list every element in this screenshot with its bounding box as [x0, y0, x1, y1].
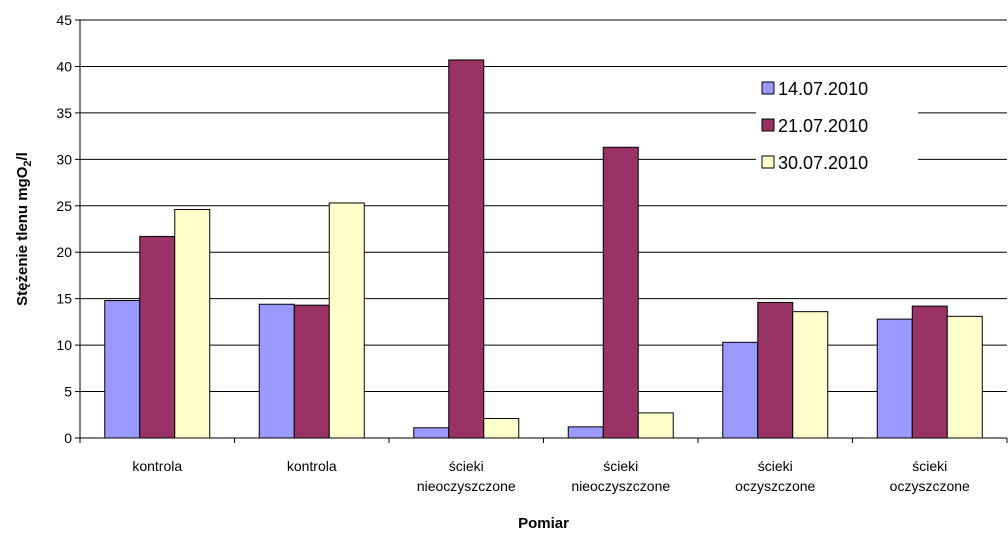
y-tick-label: 30 — [56, 151, 72, 167]
x-category-label: nieoczyszczone — [571, 478, 670, 494]
bar — [258, 303, 295, 439]
y-axis-title: Stężenie tlenu mgO2/l — [14, 152, 34, 306]
y-tick-label: 25 — [56, 198, 72, 214]
x-category-label: ścieki — [603, 458, 638, 474]
bar — [911, 305, 948, 439]
bar — [946, 315, 983, 439]
bar — [567, 426, 604, 439]
legend: 14.07.2010 21.07.2010 30.07.2010 — [756, 68, 918, 184]
y-axis-title-main: Stężenie tlenu mgO — [14, 166, 31, 306]
y-tick-label: 5 — [64, 384, 72, 400]
bar — [104, 300, 141, 439]
y-tick-label: 0 — [64, 430, 72, 446]
y-tick-label: 20 — [56, 244, 72, 260]
y-tick-labels: 0 5 10 15 20 25 30 35 40 45 — [56, 12, 80, 446]
x-category-labels: kontrola kontrola ścieki nieoczyszczone ście… — [79, 438, 1008, 494]
bar — [722, 341, 759, 439]
legend-label: 21.07.2010 — [778, 116, 868, 136]
bar — [792, 311, 829, 439]
y-tick-label: 40 — [56, 58, 72, 74]
x-category-label: nieoczyszczone — [417, 478, 516, 494]
bars — [104, 59, 983, 439]
x-category-label: ścieki — [449, 458, 484, 474]
x-category-label: ścieki — [912, 458, 947, 474]
x-category-label: kontrola — [287, 458, 337, 474]
bar — [174, 208, 211, 439]
bar — [328, 202, 365, 439]
legend-swatch — [761, 118, 775, 132]
legend-label: 30.07.2010 — [778, 153, 868, 173]
bar — [602, 146, 639, 439]
bar — [413, 427, 450, 439]
y-tick-label: 35 — [56, 105, 72, 121]
gridlines — [80, 19, 1007, 393]
bar — [483, 417, 520, 439]
x-category-label: ścieki — [758, 458, 793, 474]
x-category-label: kontrola — [132, 458, 182, 474]
bar — [637, 412, 674, 439]
bar — [448, 59, 485, 439]
y-tick-label: 45 — [56, 12, 72, 28]
legend-swatch — [761, 81, 775, 95]
y-tick-label: 10 — [56, 337, 72, 353]
y-axis-title-unit: /l — [14, 152, 31, 160]
legend-swatch — [761, 155, 775, 169]
x-axis-title: Pomiar — [518, 515, 569, 532]
x-category-label: oczyszczone — [735, 478, 815, 494]
legend-box — [756, 68, 918, 184]
x-category-label: oczyszczone — [890, 478, 970, 494]
bar — [757, 301, 794, 439]
legend-label: 14.07.2010 — [778, 79, 868, 99]
y-tick-label: 15 — [56, 291, 72, 307]
bar — [139, 235, 176, 439]
y-axis-title-subscript: 2 — [22, 161, 34, 167]
bar — [293, 304, 330, 439]
bar — [876, 318, 913, 439]
